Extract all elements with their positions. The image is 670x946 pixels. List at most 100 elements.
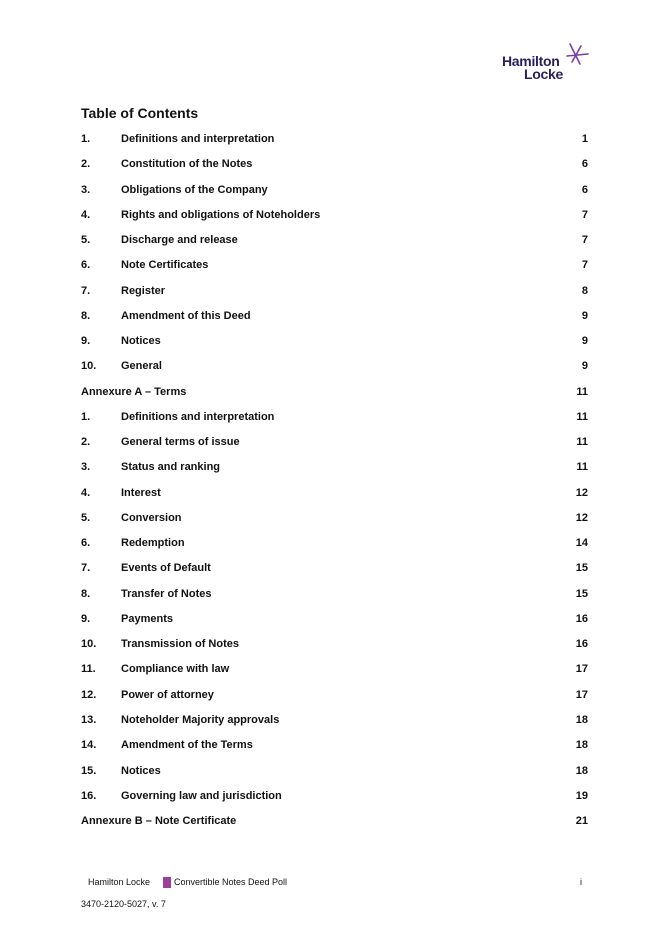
logo-text-line2: Locke	[524, 66, 563, 82]
toc-entry[interactable]: 2. Constitution of the Notes 6	[81, 157, 588, 171]
toc-entry-page: 11	[576, 436, 588, 449]
toc-entry-number: 4.	[81, 208, 91, 221]
toc-entry[interactable]: 7. Register 8	[81, 284, 588, 298]
toc-entry-page: 17	[575, 663, 588, 676]
toc-entry[interactable]: 12. Power of attorney 17	[81, 688, 588, 702]
toc-entry[interactable]: 10. General 9	[81, 359, 588, 373]
toc-entry[interactable]: 10. Transmission of Notes 16	[81, 637, 588, 651]
toc-entry-page: 16	[575, 638, 588, 651]
toc-entry-page: 21	[575, 815, 588, 828]
toc-heading: Table of Contents	[81, 105, 199, 121]
footer-firm: Hamilton Locke	[88, 877, 151, 887]
toc-entry[interactable]: 6. Redemption 14	[81, 536, 588, 550]
toc-entry-title: Notices	[121, 764, 161, 777]
toc-entry-title: Transfer of Notes	[121, 587, 212, 600]
toc-entry-title: Compliance with law	[121, 663, 230, 676]
toc-entry[interactable]: 4. Interest 12	[81, 486, 588, 500]
logo-star-icon	[566, 43, 589, 65]
toc-entry-title: Power of attorney	[121, 688, 214, 701]
toc-entry-page: 11	[576, 461, 588, 474]
toc-entry-page: 15	[575, 562, 588, 575]
toc-entry[interactable]: Annexure A – Terms 11	[81, 385, 588, 399]
toc-entry-number: 5.	[81, 234, 91, 247]
toc-entry-title: Noteholder Majority approvals	[121, 713, 280, 726]
footer-reference: 3470-2120-5027, v. 7	[81, 899, 166, 909]
toc-entry-title: Obligations of the Company	[121, 183, 268, 196]
toc-entry-title: Payments	[121, 612, 173, 625]
toc-entry-title: Constitution of the Notes	[121, 158, 253, 171]
toc-entry-title: Register	[121, 284, 166, 297]
toc-entry-page: 6	[581, 158, 588, 171]
toc-entry-title: Definitions and interpretation	[121, 410, 275, 423]
toc-entry[interactable]: 11. Compliance with law 17	[81, 662, 588, 676]
toc-entry[interactable]: 3. Obligations of the Company 6	[81, 183, 588, 197]
footer-marker	[163, 877, 171, 888]
toc-entry-title: Redemption	[121, 537, 185, 550]
toc-entry-page: 8	[581, 284, 588, 297]
toc-entry-title: Note Certificates	[121, 259, 209, 272]
toc-entry[interactable]: 8. Amendment of this Deed 9	[81, 309, 588, 323]
toc-entry-title: Definitions and interpretation	[121, 133, 275, 145]
toc-entry-page: 19	[575, 789, 588, 802]
toc-entry-number: 1.	[81, 133, 91, 145]
toc-entry[interactable]: 2. General terms of issue 11	[81, 435, 588, 449]
toc-entry-page: 11	[576, 385, 588, 398]
toc-entry-page: 11	[576, 410, 588, 423]
toc-entry-number: 6.	[81, 537, 91, 550]
toc-entry-page: 7	[581, 234, 588, 247]
toc-entry-title: Conversion	[121, 511, 182, 524]
toc-entry[interactable]: 8. Transfer of Notes 15	[81, 587, 588, 601]
toc-entry[interactable]: 4. Rights and obligations of Noteholders 7	[81, 208, 588, 222]
toc-entry-number: 9.	[81, 335, 91, 348]
toc-entry[interactable]: 14. Amendment of the Terms 18	[81, 738, 588, 752]
toc-entry-title: Annexure B – Note Certificate	[81, 815, 237, 828]
toc-entry-title: Status and ranking	[121, 461, 221, 474]
toc-entry[interactable]: 6. Note Certificates 7	[81, 258, 588, 272]
toc-entry-title: Amendment of this Deed	[121, 309, 251, 322]
toc-entry-number: 1.	[81, 410, 91, 423]
toc-entry-number: 7.	[81, 562, 91, 575]
toc-entry-page: 6	[581, 183, 588, 196]
toc-entry-title: Rights and obligations of Noteholders	[121, 208, 321, 221]
toc-entry-page: 9	[581, 309, 588, 322]
toc-entry[interactable]: 9. Notices 9	[81, 334, 588, 348]
toc-entry[interactable]: 13. Noteholder Majority approvals 18	[81, 713, 588, 727]
toc-entry[interactable]: 1. Definitions and interpretation 1	[81, 132, 588, 146]
toc-entry[interactable]: 3. Status and ranking 11	[81, 460, 588, 474]
toc-entry-number: 2.	[81, 158, 91, 171]
toc-entry-page: 14	[575, 537, 588, 550]
toc-entry-title: Amendment of the Terms	[121, 739, 253, 752]
toc-entry-page: 17	[575, 688, 588, 701]
footer-page-number: i	[580, 877, 582, 887]
toc-entry-number: 2.	[81, 436, 91, 449]
toc-entry-number: 11.	[81, 663, 96, 676]
toc-entry[interactable]: 7. Events of Default 15	[81, 561, 588, 575]
toc-entry-number: 14.	[81, 739, 97, 752]
toc-entry-number: 6.	[81, 259, 91, 272]
toc-entry-number: 16.	[81, 789, 97, 802]
toc-entry-title: Transmission of Notes	[121, 638, 239, 651]
toc-entry-number: 15.	[81, 764, 97, 777]
toc-entry-page: 16	[575, 612, 588, 625]
toc-entry[interactable]: 5. Discharge and release 7	[81, 233, 588, 247]
toc-entry-title: General terms of issue	[121, 436, 240, 449]
toc-entry-title: Interest	[121, 486, 161, 499]
toc-entry-title: Events of Default	[121, 562, 211, 575]
toc-entry-page: 18	[575, 764, 588, 777]
toc-entry[interactable]: 16. Governing law and jurisdiction 19	[81, 789, 588, 803]
toc-entry[interactable]: Annexure B – Note Certificate 21	[81, 814, 588, 828]
toc-entry-page: 1	[581, 133, 588, 145]
toc-entry-number: 5.	[81, 511, 91, 524]
toc-entry[interactable]: 9. Payments 16	[81, 612, 588, 626]
toc-entry-page: 7	[581, 259, 588, 272]
toc-entry-number: 3.	[81, 461, 91, 474]
toc-entry[interactable]: 15. Notices 18	[81, 764, 588, 778]
toc-entry-title: General	[121, 360, 162, 373]
toc-entry[interactable]: 5. Conversion 12	[81, 511, 588, 525]
hamilton-locke-logo: Hamilton Locke	[502, 42, 592, 82]
toc-entry-number: 13.	[81, 713, 97, 726]
toc-entry-number: 8.	[81, 309, 91, 322]
toc-entry[interactable]: 1. Definitions and interpretation 11	[81, 410, 588, 424]
toc-entry-number: 8.	[81, 587, 91, 600]
toc-entry-number: 3.	[81, 183, 91, 196]
